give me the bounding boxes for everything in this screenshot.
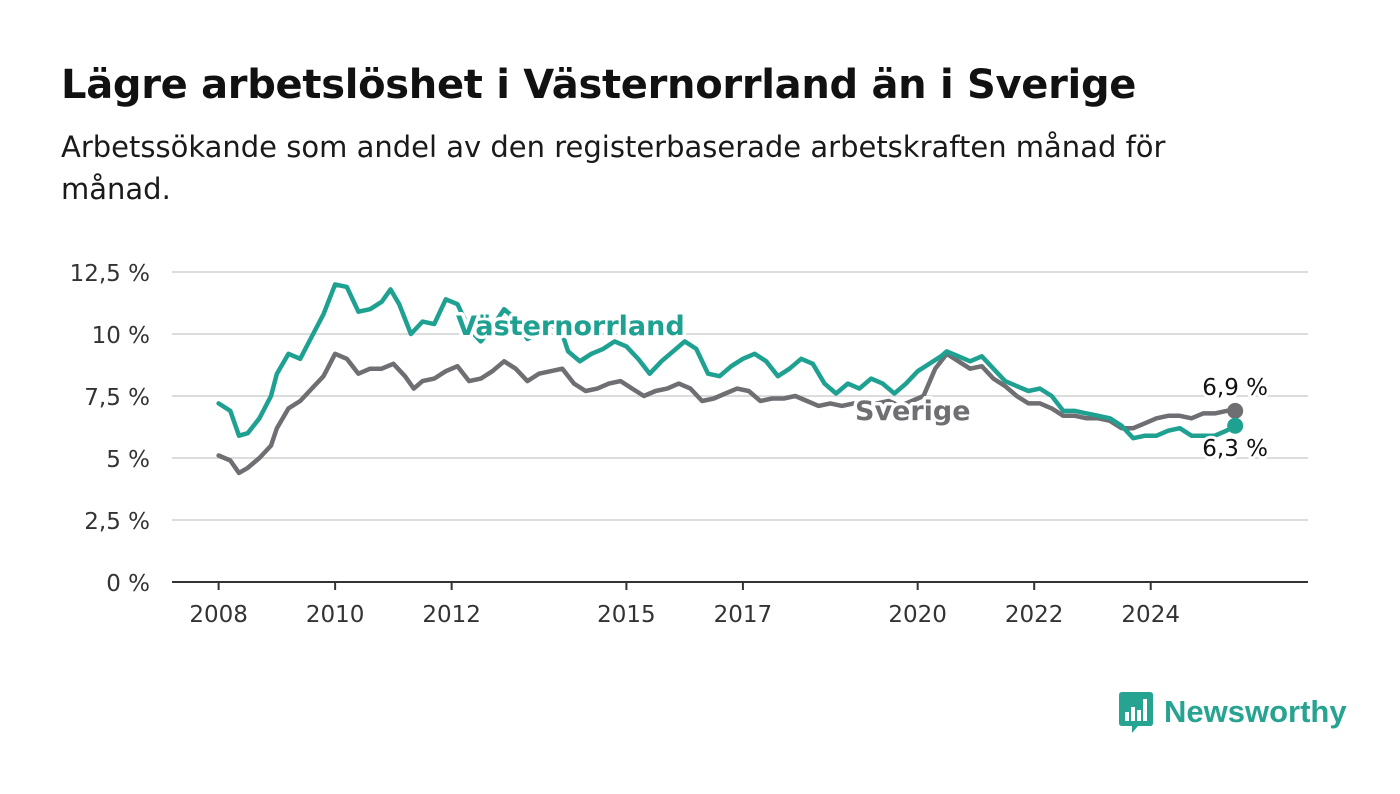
x-tick-label: 2008	[189, 602, 248, 628]
y-tick-label: 2,5 %	[84, 509, 150, 535]
series-label-sverige: Sverige	[855, 396, 971, 427]
newsworthy-logo-text: Newsworthy	[1164, 694, 1347, 729]
series-lines	[216, 282, 1238, 476]
x-tick-label: 2022	[1005, 602, 1064, 628]
chart-title: Lägre arbetslöshet i Västernorrland än i…	[61, 62, 1137, 108]
x-tick-label: 2010	[306, 602, 365, 628]
grid-lines	[172, 271, 1308, 521]
y-tick-label: 5 %	[106, 447, 150, 473]
x-tick-label: 2024	[1121, 602, 1180, 628]
x-tick-label: 2017	[714, 602, 773, 628]
y-axis-tick-labels: 0 % 2,5 % 5 % 7,5 % 10 % 12,5 %	[70, 261, 150, 597]
newsworthy-logo-icon	[1119, 692, 1153, 733]
end-point-marker	[1227, 402, 1244, 419]
y-tick-label: 7,5 %	[84, 385, 150, 411]
x-tick-label: 2015	[597, 602, 656, 628]
chart-subtitle: Arbetssökande som andel av den registerb…	[61, 130, 1166, 206]
y-tick-label: 0 %	[106, 571, 150, 597]
y-tick-label: 10 %	[92, 323, 150, 349]
newsworthy-logo: Newsworthy	[1118, 690, 1347, 734]
x-tick-label: 2020	[888, 602, 947, 628]
y-tick-label: 12,5 %	[70, 261, 150, 287]
series-line-sverige	[216, 351, 1238, 476]
end-point-marker	[1227, 417, 1244, 434]
x-tick-label: 2012	[422, 602, 481, 628]
series-label-vasternorrland: Västernorrland	[456, 311, 685, 342]
series-line-vsternorrland	[216, 282, 1238, 441]
end-value-label: 6,3 %	[1202, 436, 1268, 462]
x-axis: 2008 2010 2012 2015 2017 2020 2022 2024	[172, 581, 1308, 628]
end-value-label: 6,9 %	[1202, 375, 1268, 401]
series-labels: Västernorrland Sverige 6,9 % 6,3 %	[453, 308, 1272, 465]
